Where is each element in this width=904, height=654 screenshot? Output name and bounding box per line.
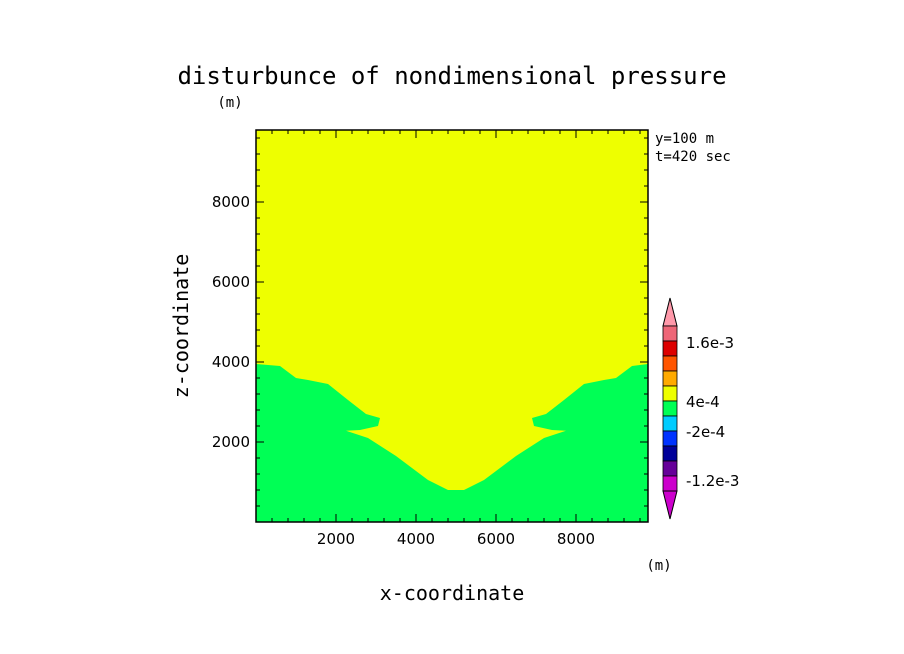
x-tick-label: 2000	[317, 530, 355, 548]
colorbar-swatch	[662, 340, 678, 357]
y-tick-label: 2000	[212, 433, 250, 451]
colorbar-swatch	[662, 415, 678, 432]
colorbar-swatch	[662, 385, 678, 402]
colorbar-extend-top	[662, 297, 678, 327]
contour-region-lower	[256, 364, 648, 522]
axis-ticks: 2000 4000 6000 8000 2000 4000 6000 8000	[212, 130, 648, 548]
colorbar-swatch	[662, 355, 678, 372]
colorbar-swatch	[662, 325, 678, 342]
y-unit-label: (m)	[217, 95, 242, 111]
colorbar-swatch	[662, 370, 678, 387]
plot-frame	[255, 129, 649, 523]
x-tick-label: 6000	[477, 530, 515, 548]
colorbar-extend-bottom	[662, 490, 678, 520]
colorbar-swatch	[662, 445, 678, 462]
colorbar-swatch	[662, 475, 678, 492]
x-tick-label: 4000	[397, 530, 435, 548]
y-tick-label: 8000	[212, 193, 250, 211]
colorbar-label: -2e-4	[686, 423, 725, 441]
colorbar-swatch	[662, 430, 678, 447]
y-tick-label: 4000	[212, 353, 250, 371]
y-tick-label: 6000	[212, 273, 250, 291]
colorbar-swatch	[662, 400, 678, 417]
plot-area	[255, 129, 649, 523]
chart-title: disturbunce of nondimensional pressure	[177, 62, 726, 90]
colorbar-label: -1.2e-3	[686, 472, 739, 490]
annotation-y: y=100 m	[655, 131, 714, 147]
colorbar-label: 1.6e-3	[686, 334, 734, 352]
annotation-t: t=420 sec	[655, 149, 731, 165]
colorbar-label: 4e-4	[686, 393, 720, 411]
colorbar-unit-label: (m)	[646, 558, 671, 574]
colorbar: 1.6e-3 4e-4 -2e-4 -1.2e-3	[662, 297, 739, 520]
x-axis-title: x-coordinate	[380, 581, 525, 605]
colorbar-swatch	[662, 460, 678, 477]
x-tick-label: 8000	[557, 530, 595, 548]
y-axis-title: z-coordinate	[169, 254, 193, 399]
